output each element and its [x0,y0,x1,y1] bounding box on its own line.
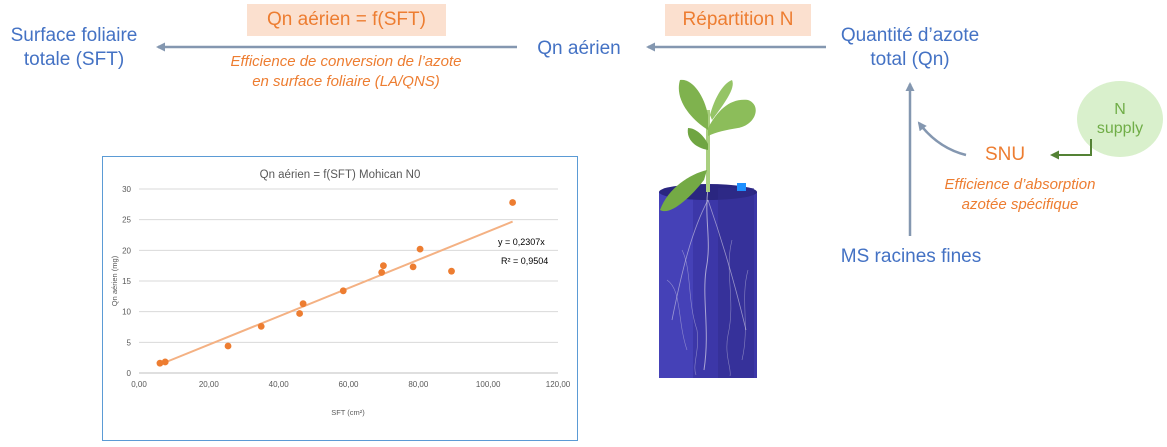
root-column [659,183,757,378]
n-supply-line2: supply [1096,120,1144,137]
chart-r2: R² = 0,9504 [501,256,548,266]
plant-leaves [660,79,756,212]
qn-total-line1: Quantité d’azote [840,25,980,46]
data-point [509,199,517,206]
chart-title: Qn aérien = f(SFT) Mohican N0 [260,169,421,181]
chart-canvas: Qn aérien = f(SFT) Mohican N0 Qn aérien … [110,169,571,417]
x-tick-label: 60,00 [338,380,359,389]
y-tick-label: 15 [122,277,131,286]
conversion-caption-line1: Efficience de conversion de l’azote [230,53,462,70]
x-tick-label: 100,00 [476,380,501,389]
data-point [296,310,304,317]
y-tick-label: 30 [122,185,131,194]
x-tick-label: 120,00 [546,380,571,389]
qn-total-node: Quantité d’azote total (Qn) [820,24,1000,72]
scatter-chart: Qn aérien = f(SFT) Mohican N0 Qn aérien … [102,156,578,441]
data-point [156,359,164,367]
x-tick-label: 40,00 [269,380,290,389]
sft-node-line1: Surface foliaire [10,25,138,46]
data-point [299,300,307,308]
plant-photo [659,79,757,378]
data-point [448,267,455,275]
data-point [378,269,386,276]
conversion-caption: Efficience de conversion de l’azote en s… [196,52,496,92]
arrow-snu-curve [917,121,967,157]
x-tick-label: 80,00 [408,380,429,389]
sft-node: Surface foliaire totale (SFT) [0,24,148,72]
data-point [409,263,417,271]
data-point [380,262,387,270]
chart-equation: y = 0,2307x [498,237,545,247]
snu-node: SNU [984,144,1026,165]
absorption-caption: Efficience d’absorption azotée spécifiqu… [922,175,1118,215]
y-tick-label: 0 [127,369,132,378]
n-supply-line1: N [1114,101,1126,118]
qn-aerien-node: Qn aérien [537,38,621,59]
qn-total-line2: total (Qn) [870,49,950,70]
qn-function-box: Qn aérien = f(SFT) [247,4,446,36]
x-tick-label: 0,00 [131,380,147,389]
repartition-box: Répartition N [665,4,811,36]
y-tick-label: 25 [122,216,131,225]
n-supply-node: N supply [1077,81,1163,157]
chart-ylabel: Qn aérien (mg) [110,255,119,306]
chart-xlabel: SFT (cm²) [331,408,365,417]
ms-racines-node: MS racines fines [840,246,982,267]
data-point [257,322,265,330]
x-tick-label: 20,00 [199,380,220,389]
data-point [416,245,424,253]
absorption-caption-line1: Efficience d’absorption [944,176,1096,193]
trendline [159,220,513,366]
data-point [161,358,169,366]
y-tick-label: 10 [122,308,131,317]
y-tick-label: 5 [127,338,132,347]
data-point [224,342,232,350]
absorption-caption-line2: azotée spécifique [961,196,1079,213]
sft-node-line2: totale (SFT) [23,49,125,70]
data-point [339,287,347,295]
conversion-caption-line2: en surface foliaire (LA/QNS) [252,73,440,90]
y-tick-label: 20 [122,246,131,255]
